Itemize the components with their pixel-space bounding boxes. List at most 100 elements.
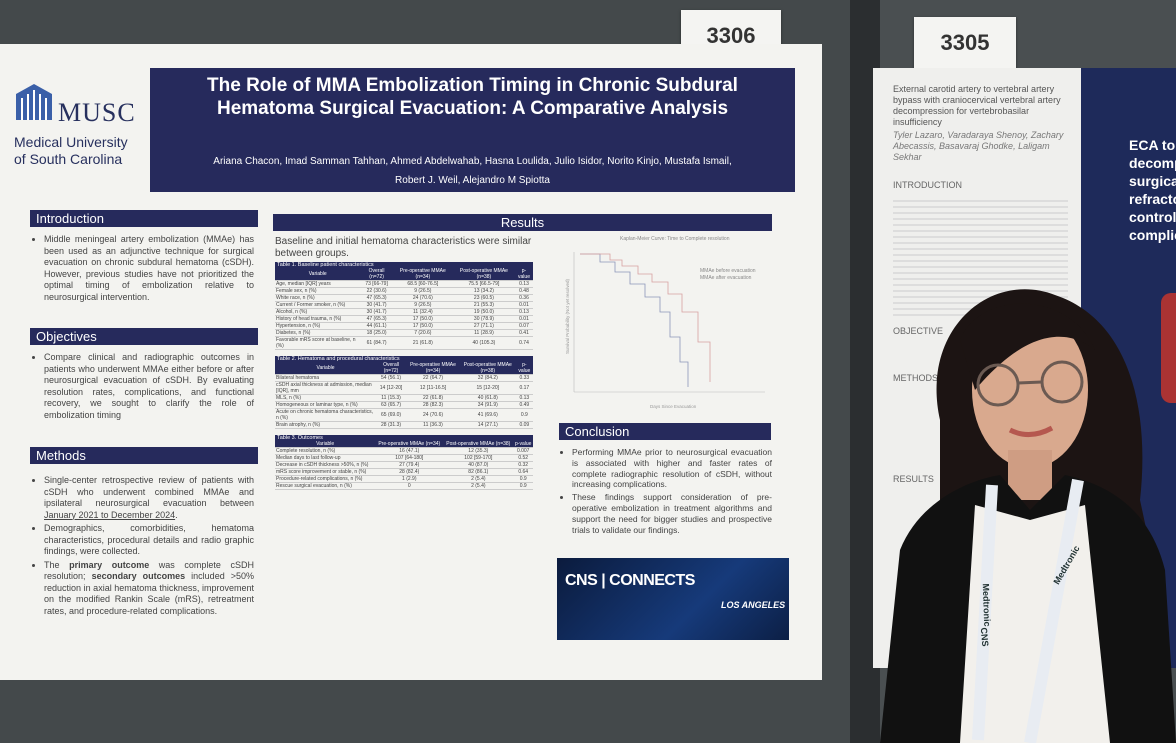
cell: 0.41 <box>514 329 533 337</box>
header-cell: Pre-operative MMAe (n=34) <box>375 441 444 448</box>
table-row: Current / Former smoker, n (%) 30 (41.7) 9… <box>275 301 533 309</box>
cell: 40 (105.3) <box>452 336 515 350</box>
table-row: Favorable mRS score at baseline, n (%) 61… <box>275 336 533 350</box>
cell: Procedure-related complications, n (%) <box>275 475 376 483</box>
header-cell: Variable <box>275 362 377 375</box>
header-cell: Variable <box>275 268 361 281</box>
header-cell: p-value <box>515 362 533 375</box>
table-header: Variable Pre-operative MMAe (n=34) Post-op… <box>275 441 533 448</box>
text: included >50% reduction in axial hematom… <box>44 571 255 616</box>
poster-title: The Role of MMA Embolization Timing in C… <box>207 75 738 119</box>
cell: 24 (70.6) <box>392 294 453 302</box>
cell: 27 (71.1) <box>452 322 515 330</box>
person <box>880 289 1176 743</box>
cell: 65 (69.0) <box>376 408 407 422</box>
table-block: Table 2. Hematoma and procedural charact… <box>275 356 533 429</box>
section-text: Performing MMAe prior to neurosurgical e… <box>560 447 772 537</box>
cell: 19 (50.0) <box>452 308 515 316</box>
cell: 75.5 [66.5-79] <box>452 280 515 288</box>
cell: Decrease in cSDH thickness >50%, n (%) <box>275 461 376 469</box>
cell: MLS, n (%) <box>275 394 377 402</box>
cell: 40 (87.0) <box>443 461 514 469</box>
cell: 30 (41.7) <box>360 301 393 309</box>
table-header: Variable Overall (n=72) Pre-operative MMAe… <box>275 362 533 375</box>
section-text: Single-center retrospective review of pa… <box>32 475 254 619</box>
header-cell: Variable <box>275 441 376 448</box>
cell: 0.32 <box>513 461 533 469</box>
cell: 47 (65.3) <box>360 315 393 323</box>
cell: 44 (61.1) <box>360 322 393 330</box>
cell: 22 (61.8) <box>406 394 460 402</box>
section-heading: OBJECTIVE <box>893 326 944 336</box>
text: January 2021 to December 2024 <box>44 509 176 520</box>
panel-line: refracto <box>1129 191 1176 207</box>
km-plot <box>573 252 765 393</box>
tables: Table 1. Baseline patient characteristic… <box>275 262 533 496</box>
cell: Favorable mRS score at baseline, n (%) <box>275 336 361 350</box>
table-row: Alcohol, n (%) 30 (41.7) 11 (32.4) 19 (50.0… <box>275 308 533 316</box>
table-header: Variable Overall (n=72) Pre-operative MMAe… <box>275 268 533 281</box>
cell: Female sex, n (%) <box>275 287 361 295</box>
cell: 9 (26.5) <box>392 301 453 309</box>
cell: 22 (64.7) <box>406 374 460 382</box>
bullet: Middle meningeal artery embolization (MM… <box>44 234 254 303</box>
bullet: Performing MMAe prior to neurosurgical e… <box>572 447 772 490</box>
table-row: cSDH axial thickness at admission, media… <box>275 381 533 395</box>
cell: 7 (20.6) <box>392 329 453 337</box>
cell: 22 (30.6) <box>360 287 393 295</box>
section-heading: Results <box>273 214 772 231</box>
image <box>1161 293 1176 403</box>
table-row: Diabetes, n (%) 18 (25.0) 7 (20.6) 11 (28.9… <box>275 329 533 337</box>
cell: 24 (70.6) <box>406 408 460 422</box>
cell: 107 [64-180] <box>375 454 444 462</box>
cell: 34 (91.9) <box>459 401 516 409</box>
section-heading: Objectives <box>30 328 258 345</box>
logo-icon <box>16 84 52 120</box>
cell: Brain atrophy, n (%) <box>275 421 377 429</box>
table: Variable Overall (n=72) Pre-operative MMAe… <box>275 268 533 350</box>
sponsor-name: CNS | CONNECTS <box>565 572 695 589</box>
text: Single-center retrospective review of pa… <box>44 475 254 508</box>
header-cell: Post-operative MMAe (n=38) <box>443 441 514 448</box>
section-heading: INTRODUCTION <box>893 180 962 190</box>
header-cell: Post-operative MMAe (n=38) <box>452 268 515 281</box>
panel-line: complic <box>1129 227 1176 243</box>
cell: 28 (31.3) <box>376 421 407 429</box>
cell: 11 (28.9) <box>452 329 515 337</box>
lanyard-text: Medtronic <box>980 583 993 627</box>
panel-line: control <box>1129 209 1176 225</box>
table-row: Rescue surgical evacuation, n (%) 0 2 (5.4… <box>275 482 533 490</box>
cell: 13 (34.2) <box>452 287 515 295</box>
table-row: Female sex, n (%) 22 (30.6) 9 (26.5) 13 (34… <box>275 287 533 295</box>
poster: MUSC Medical University of South Carolin… <box>0 44 822 680</box>
cell: 2 (5.4) <box>443 482 514 490</box>
cell: 82 (86.1) <box>443 468 514 476</box>
cell: Alcohol, n (%) <box>275 308 361 316</box>
cell: 14 [12-20] <box>376 381 407 395</box>
cell: Rescue surgical evacuation, n (%) <box>275 482 376 490</box>
cell: 0.17 <box>515 381 533 395</box>
cell: 0.09 <box>515 421 533 429</box>
cell: 12 [11-16.5] <box>406 381 460 395</box>
sponsor-banner: CNS | CONNECTS LOS ANGELES <box>557 558 789 640</box>
cell: 0.49 <box>515 401 533 409</box>
cell: 47 (65.3) <box>360 294 393 302</box>
header-cell: p-value <box>513 441 533 448</box>
table-row: Brain atrophy, n (%) 28 (31.3) 11 (36.3) 14… <box>275 421 533 429</box>
text: secondary outcomes <box>91 571 186 581</box>
cell: 30 (78.9) <box>452 315 515 323</box>
table-row: Complete resolution, n (%) 16 (47.1) 12 (3… <box>275 447 533 455</box>
authors: Ariana Chacon, Imad Samman Tahhan, Ahmed… <box>213 156 732 167</box>
cell: 61 (84.7) <box>360 336 393 350</box>
cell: 16 (47.1) <box>375 447 444 455</box>
table-row: Hypertension, n (%) 44 (61.1) 17 (50.0) 27 … <box>275 322 533 330</box>
cell: 0.01 <box>514 315 533 323</box>
cell: 41 (69.6) <box>459 408 516 422</box>
panel-line: decomp <box>1129 155 1176 171</box>
cell: 23 (60.5) <box>452 294 515 302</box>
table-row: Procedure-related complications, n (%) 1 … <box>275 475 533 483</box>
cell: 15 [12-20] <box>459 381 516 395</box>
table-row: History of head trauma, n (%) 47 (65.3) 17… <box>275 315 533 323</box>
cell: 18 (25.0) <box>360 329 393 337</box>
